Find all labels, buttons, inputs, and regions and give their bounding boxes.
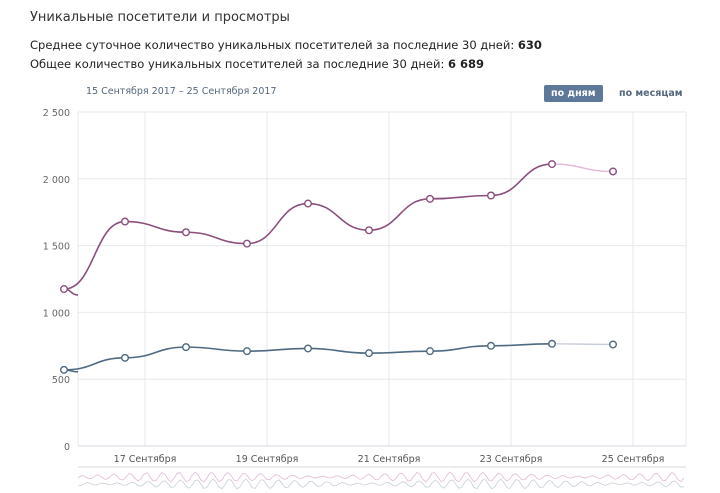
x-tick-label: 23 Сентября [480, 454, 543, 465]
data-point [426, 347, 435, 356]
y-tick-label: 1 500 [43, 242, 70, 253]
navigator-line [77, 471, 685, 483]
by-months-button[interactable]: по месяцам [619, 88, 683, 99]
stat-value: 6 689 [448, 57, 485, 71]
series-line [63, 163, 553, 296]
x-tick-label: 19 Сентября [236, 454, 299, 465]
section-title: Уникальные посетители и просмотры [30, 10, 290, 25]
data-point [487, 341, 496, 350]
stat-value: 630 [517, 38, 542, 52]
data-point [609, 340, 618, 349]
y-tick-label: 2 500 [43, 108, 70, 119]
data-point [487, 191, 496, 200]
data-point [426, 194, 435, 203]
navigator-line [77, 478, 685, 490]
date-range[interactable]: 15 Сентября 2017 – 25 Сентября 2017 [86, 86, 277, 97]
data-point [365, 349, 374, 358]
data-point [120, 353, 129, 362]
x-tick-label: 25 Сентября [602, 454, 665, 465]
by-days-button[interactable]: по дням [544, 85, 603, 102]
y-tick-label: 1 000 [43, 308, 70, 319]
data-point [181, 228, 190, 237]
data-point [242, 239, 251, 248]
avg-daily-visitors: Среднее суточное количество уникальных п… [30, 38, 542, 52]
series-line-partial [551, 163, 614, 173]
data-point [609, 167, 618, 176]
x-tick-label: 17 Сентября [114, 454, 177, 465]
stat-label: Общее количество уникальных посетителей … [30, 57, 445, 71]
data-point [548, 160, 557, 169]
data-point [304, 199, 313, 208]
series-line-partial [551, 343, 614, 346]
data-point [365, 226, 374, 235]
data-point [548, 339, 557, 348]
series-line [63, 342, 553, 373]
stat-label: Среднее суточное количество уникальных п… [30, 38, 515, 52]
data-point [304, 344, 313, 353]
data-point [120, 217, 129, 226]
y-tick-label: 500 [52, 375, 70, 386]
data-point [60, 365, 69, 374]
data-point [181, 343, 190, 352]
data-point [60, 285, 69, 294]
data-point [242, 347, 251, 356]
y-tick-label: 2 000 [43, 175, 70, 186]
y-tick-label: 0 [64, 442, 70, 453]
total-visitors: Общее количество уникальных посетителей … [30, 57, 484, 71]
x-tick-label: 21 Сентября [358, 454, 421, 465]
